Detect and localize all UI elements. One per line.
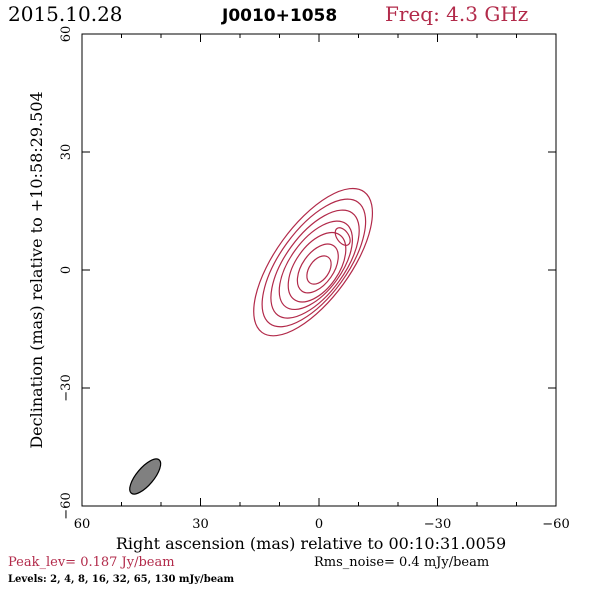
contour-lines: [253, 187, 374, 337]
x-tick-label: 0: [315, 517, 323, 532]
beam-shape: [129, 458, 162, 495]
axis-ticks: [81, 33, 557, 507]
frequency-label: Freq: 4.3 GHz: [385, 2, 528, 26]
contour-level: [306, 255, 332, 285]
y-axis-label: Declination (mas) relative to +10:58:29.…: [27, 91, 46, 448]
contour-level: [270, 209, 360, 319]
rms-noise-label: Rms_noise= 0.4 mJy/beam: [314, 555, 489, 570]
contour-component: [334, 227, 351, 246]
x-tick-label: −60: [542, 517, 569, 532]
x-tick-label: 60: [74, 517, 91, 532]
y-tick-label: 60: [59, 26, 74, 43]
y-tick-labels: 60 30 0 −30 −60: [59, 26, 74, 520]
x-axis-label: Right ascension (mas) relative to 00:10:…: [116, 534, 506, 553]
x-tick-label: −30: [424, 517, 451, 532]
contour-level: [296, 243, 339, 294]
y-tick-label: −60: [59, 492, 74, 519]
x-tick-label: 30: [192, 517, 209, 532]
x-tick-labels: 60 30 0 −30 −60: [74, 517, 570, 532]
source-name: J0010+1058: [221, 6, 337, 26]
observation-date: 2015.10.28: [8, 2, 123, 26]
contour-level: [261, 198, 367, 328]
beam-ellipse: [129, 458, 162, 495]
plot-frame: [81, 33, 557, 507]
y-tick-label: 0: [59, 266, 74, 274]
contour-level: [278, 220, 354, 311]
contour-level: [287, 231, 347, 303]
y-tick-label: 30: [59, 144, 74, 161]
levels-label: Levels: 2, 4, 8, 16, 32, 65, 130 mJy/bea…: [8, 574, 235, 585]
y-tick-label: −30: [59, 374, 74, 401]
contour-level: [253, 187, 374, 337]
peak-level-label: Peak_lev= 0.187 Jy/beam: [8, 555, 175, 570]
